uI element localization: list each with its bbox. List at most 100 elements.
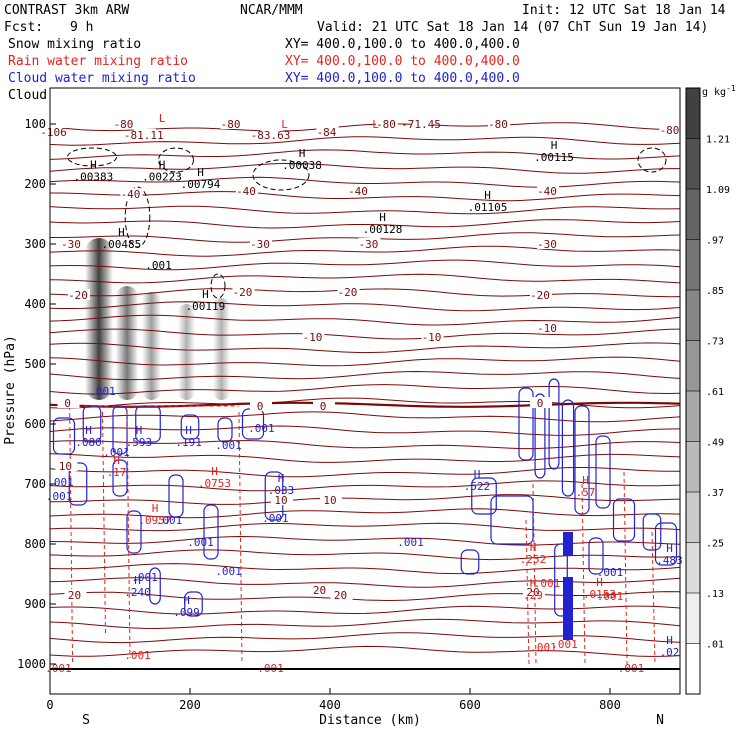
maximum-marker: H (530, 541, 537, 554)
temperature-label-bg (309, 584, 332, 596)
temperature-label-bg (523, 586, 545, 597)
temperature-label: -81.11 (124, 129, 164, 142)
temperature-contour (49, 328, 681, 340)
field-name: Cloud water mixing ratio (8, 71, 196, 86)
cloud-water-contour (68, 462, 88, 506)
temperature-label: 0 (64, 397, 71, 410)
cloud-water-contour (168, 474, 184, 518)
temperature-label-bg (236, 185, 258, 197)
colorbar-tick-label: .37 (706, 488, 724, 499)
snow-column (85, 238, 113, 400)
maximum-marker: H (582, 474, 589, 487)
temperature-label-bg (55, 460, 78, 471)
maximum-value: .033 (268, 484, 295, 497)
contour-value-label: .001 (89, 385, 116, 398)
temperature-label-bg (302, 331, 325, 342)
temperature-label: -40 (121, 188, 141, 201)
colorbar: .01 .13 .25 .37 .49 .61 .73 .85 .97 1.09 1.21 (685, 87, 730, 695)
temperature-label: 20 (334, 589, 347, 602)
cloud-water-contour (534, 393, 546, 479)
temperature-label-bg (220, 118, 243, 129)
temperature-contour (49, 149, 681, 160)
maximum-value: .252 (520, 553, 547, 566)
temperature-label: -71.45 (401, 118, 441, 131)
maximum-value: .00128 (363, 223, 403, 236)
temperature-contour (49, 522, 681, 532)
temperature-label: -80 (488, 118, 508, 131)
temperature-label: -30 (250, 238, 270, 251)
forecast-hour: 9 h (70, 20, 93, 35)
colorbar-segment (686, 189, 700, 240)
colorbar-tick-label: 1.09 (706, 185, 730, 196)
temperature-label: 0 (257, 400, 264, 413)
temperature-label: -20 (338, 286, 358, 299)
temperature-label-bg (133, 128, 156, 140)
temperature-label-bg (232, 286, 255, 297)
x-axis-label: Distance (km) (319, 713, 421, 728)
contour-value-label: .001 (248, 422, 275, 435)
y-axis-label: Pressure (hPa) (3, 335, 18, 445)
temperature-contour (50, 191, 681, 202)
colorbar-segment (686, 643, 700, 694)
cloud-water-contour (490, 495, 534, 545)
temperature-contour (49, 591, 681, 602)
temperature-contour (49, 356, 681, 367)
cloud-water-contour (184, 591, 203, 617)
y-tick-label: 800 (24, 537, 46, 551)
maximum-marker: H (474, 468, 481, 481)
temperature-contour (49, 645, 681, 657)
rain-contour (581, 483, 586, 665)
maximum-marker: H (159, 158, 166, 171)
y-tick-label: 900 (24, 597, 46, 611)
colorbar-tick-label: 1.21 (706, 135, 730, 146)
contour-value-label: .001 (262, 512, 289, 525)
rain-contour (102, 411, 106, 635)
maximum-value: .29 (523, 589, 543, 602)
temperature-contour (49, 301, 681, 312)
temperature-contour (49, 245, 681, 257)
temperature-contour (49, 176, 681, 188)
temperature-label: -20 (68, 289, 88, 302)
maximum-marker: H (113, 454, 120, 467)
temperature-label-bg (411, 118, 433, 129)
colorbar-tick-label: .13 (706, 589, 724, 600)
cloud-water-contour (654, 522, 678, 566)
colorbar-segment (686, 593, 700, 644)
temperature-contour (49, 605, 681, 615)
model-title: CONTRAST 3km ARW (4, 3, 129, 18)
center-name: NCAR/MMM (240, 3, 303, 18)
maximum-marker: H (211, 465, 218, 478)
x-tick-label: 200 (179, 698, 201, 712)
temperature-label-bg (43, 125, 66, 137)
contour-value-label: .001 (46, 490, 73, 503)
axes: 0 200 400 600 800100200300400500600700800900… (17, 117, 621, 712)
maximum-value: .00383 (74, 170, 114, 183)
maximum-marker: H (666, 634, 673, 647)
cloud-ice-contour (158, 147, 194, 173)
cloud-water-contour (588, 537, 604, 575)
temperature-contour (49, 618, 681, 630)
cloud-water-contour (180, 414, 200, 440)
maximum-marker: H (596, 576, 603, 589)
colorbar-segment (686, 138, 700, 189)
valid-time: Valid: 21 UTC Sat 18 Jan 14 (07 ChT Sun … (317, 20, 708, 35)
temperature-label: -20 (530, 289, 550, 302)
field-section-coords: XY= 400.0,100.0 to 400.0,400.0 (285, 37, 520, 52)
temperature-label: -80 (660, 124, 680, 137)
temperature-label: -83.63 (251, 129, 291, 142)
maximum-marker: H (484, 189, 491, 202)
maximum-value: .080 (75, 436, 102, 449)
maximum-marker: H (152, 502, 159, 515)
temperature-contour (49, 577, 681, 588)
temperature-label-bg (320, 494, 342, 506)
temperature-contour (49, 314, 681, 326)
temperature-label-bg (316, 125, 339, 137)
temperature-label-bg (358, 238, 381, 249)
maximum-marker: H (278, 472, 285, 485)
y-tick-label: 400 (24, 297, 46, 311)
temperature-label-bg (260, 128, 283, 140)
contour-value-label: .001 (530, 641, 557, 654)
contour-value-label: .001 (124, 649, 151, 662)
colorbar-tick-label: .85 (706, 286, 724, 297)
y-tick-label: 600 (24, 417, 46, 431)
